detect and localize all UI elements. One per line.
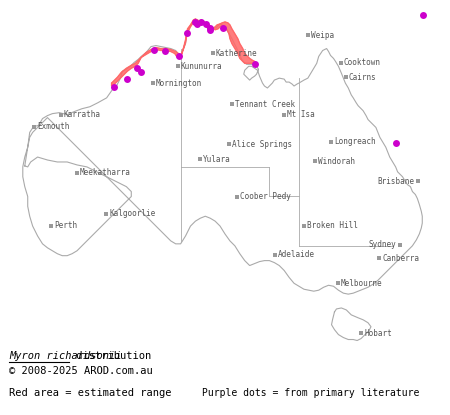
Text: Melbourne: Melbourne — [341, 279, 382, 288]
Text: Canberra: Canberra — [382, 254, 419, 263]
Text: Cairns: Cairns — [349, 73, 377, 82]
Text: Coober Pedy: Coober Pedy — [240, 192, 291, 201]
Text: Alice Springs: Alice Springs — [232, 140, 292, 149]
Text: Longreach: Longreach — [334, 137, 376, 146]
Text: Meekatharra: Meekatharra — [80, 168, 131, 177]
Text: Adelaide: Adelaide — [278, 251, 315, 259]
Text: Brisbane: Brisbane — [378, 177, 415, 186]
Polygon shape — [112, 19, 256, 86]
Text: Karratha: Karratha — [64, 110, 101, 120]
Text: Kununurra: Kununurra — [181, 61, 223, 71]
Text: Tennant Creek: Tennant Creek — [235, 100, 295, 109]
Polygon shape — [23, 19, 422, 294]
Text: Broken Hill: Broken Hill — [306, 221, 357, 230]
Text: Mornington: Mornington — [155, 78, 202, 88]
Text: Exmouth: Exmouth — [37, 122, 69, 131]
Text: Myron richardsonii: Myron richardsonii — [9, 351, 122, 361]
Text: Kalgoorlie: Kalgoorlie — [109, 209, 155, 218]
Text: Mt Isa: Mt Isa — [287, 110, 315, 120]
Text: Yulara: Yulara — [203, 155, 231, 164]
Text: Purple dots = from primary literature: Purple dots = from primary literature — [202, 388, 420, 398]
Text: Weipa: Weipa — [311, 31, 334, 40]
Text: Cooktown: Cooktown — [344, 59, 381, 67]
Text: Hobart: Hobart — [364, 329, 392, 338]
Text: Windorah: Windorah — [318, 157, 355, 166]
Text: Katherine: Katherine — [216, 49, 257, 58]
Text: distribution: distribution — [70, 351, 151, 361]
Text: Red area = estimated range: Red area = estimated range — [9, 388, 171, 398]
Polygon shape — [332, 308, 371, 340]
Text: Perth: Perth — [54, 221, 77, 230]
Text: © 2008-2025 AROD.com.au: © 2008-2025 AROD.com.au — [9, 366, 153, 376]
Text: Sydney: Sydney — [369, 240, 397, 249]
